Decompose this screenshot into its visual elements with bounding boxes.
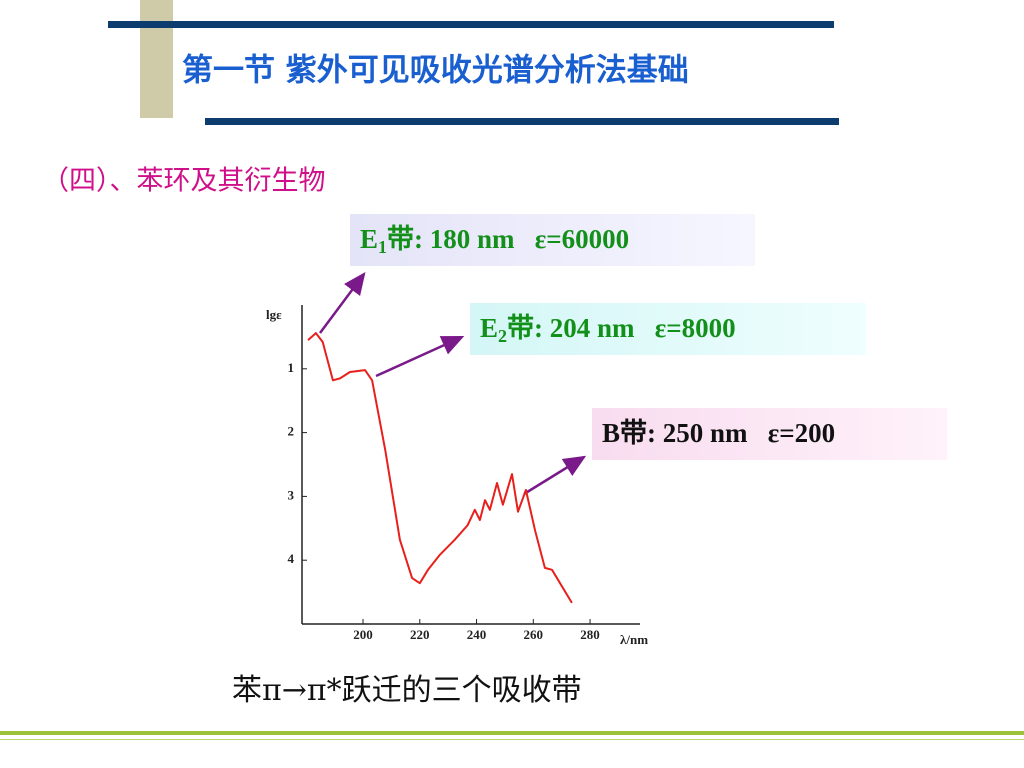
x-tick-label: 260 [524,627,544,642]
header-block [140,0,173,118]
caption: 苯π→π*跃迁的三个吸收带 [232,673,582,708]
x-tick-label: 220 [410,627,430,642]
x-tick-label: 200 [353,627,373,642]
y-axis-label: lgε [266,307,282,322]
callout-subscript: 1 [378,237,387,257]
callout-lead: E [360,224,378,254]
y-tick-label: 2 [288,424,295,439]
callout-box [470,303,866,355]
x-axis-label: λ/nm [620,632,648,647]
header-bar [108,21,834,28]
callout-lead: E [480,313,498,343]
callout-body: 带: 204 nm ε=8000 [507,313,736,343]
plot: lgε λ/nm 1 2 3 4 200 220 240 260 280 [266,305,648,647]
y-tick-label: 4 [288,551,295,566]
x-tick-label: 240 [467,627,487,642]
callout-text: E1带: 180 nm ε=60000 [360,224,629,257]
callout-box [592,408,947,460]
arrows [318,271,587,496]
callout-subscript: 2 [498,326,507,346]
footer-bar [0,731,1024,735]
callout-body: 带: 180 nm ε=60000 [387,224,629,254]
callout-text: E2带: 204 nm ε=8000 [480,313,736,346]
callout-box [350,214,755,266]
slide-title: 第一节 紫外可见吸收光谱分析法基础 [182,53,689,89]
spectrum-line [307,332,573,604]
header-bar [205,118,839,125]
section-heading: （四）、苯环及其衍生物 [42,166,326,197]
y-tick-label: 1 [288,360,295,375]
callout-text: B带: 250 nm ε=200 [602,418,835,448]
y-tick-label: 3 [288,487,295,502]
x-tick-label: 280 [580,627,600,642]
footer-line [0,739,1024,740]
